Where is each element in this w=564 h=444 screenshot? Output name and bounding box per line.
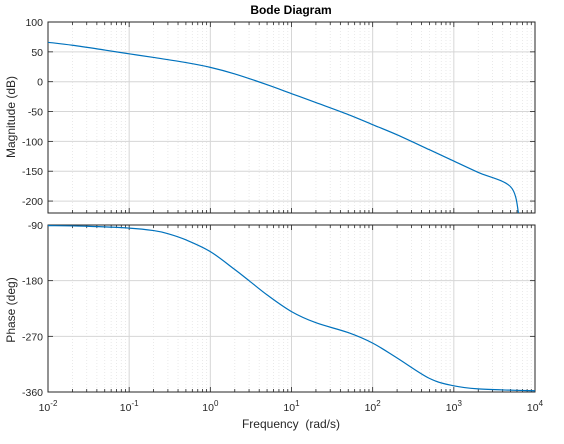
phase-series-line bbox=[48, 225, 535, 392]
x-tick-label: 103 bbox=[446, 399, 463, 414]
y-tick-label: 0 bbox=[37, 77, 43, 89]
y-tick-label: -270 bbox=[22, 331, 43, 343]
magnitude-y-axis-label: Magnitude (dB) bbox=[4, 76, 18, 158]
magnitude-panel: 100 50 0 -50 -100 -150 -200 bbox=[22, 17, 536, 214]
y-tick-label: -150 bbox=[22, 166, 43, 178]
x-tick-label: 10-2 bbox=[39, 399, 58, 414]
y-tick-label: -180 bbox=[22, 276, 43, 288]
y-tick-label: -360 bbox=[22, 387, 43, 399]
y-tick-label: 100 bbox=[25, 17, 43, 29]
phase-y-axis-label: Phase (deg) bbox=[4, 277, 18, 342]
y-tick-label: -90 bbox=[28, 220, 43, 232]
x-axis-label: Frequency (rad/s) bbox=[242, 417, 340, 431]
x-tick-label: 101 bbox=[283, 399, 300, 414]
x-tick-label: 100 bbox=[202, 399, 219, 414]
y-tick-label: -200 bbox=[22, 196, 43, 208]
magnitude-series-line bbox=[48, 41, 520, 213]
y-tick-label: 50 bbox=[31, 47, 43, 59]
x-tick-label: 104 bbox=[527, 399, 544, 414]
x-tick-label: 102 bbox=[365, 399, 382, 414]
y-tick-label: -50 bbox=[28, 107, 43, 119]
chart-title: Bode Diagram bbox=[250, 3, 331, 17]
y-tick-label: -100 bbox=[22, 136, 43, 148]
x-tick-label: 10-1 bbox=[120, 399, 139, 414]
